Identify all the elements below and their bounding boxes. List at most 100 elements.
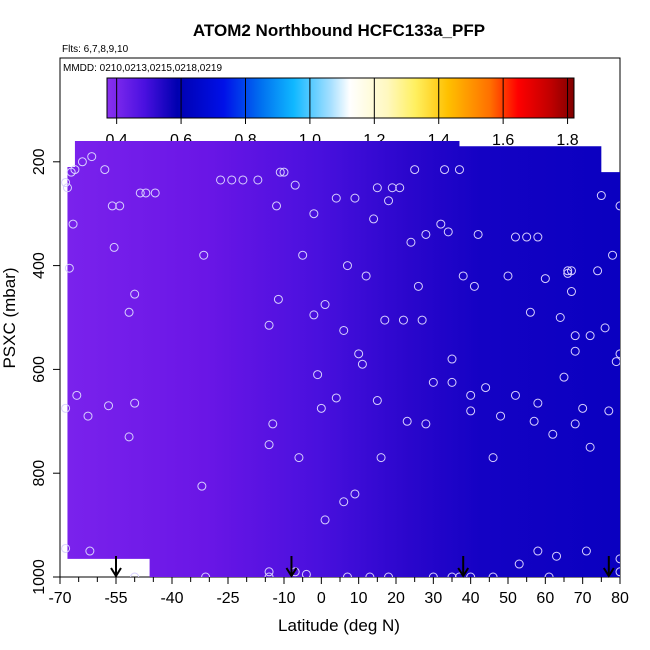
sample-point [503,271,513,281]
sample-point [87,152,97,162]
sample-point [313,370,323,380]
sample-point [611,357,620,367]
x-tick-label: -10 [272,590,295,607]
sample-point [447,354,457,364]
sample-point [533,232,543,242]
colorbar-tick-label: 1.6 [492,132,514,149]
sample-point [525,307,535,317]
sample-point [428,572,438,577]
x-tick-label: 70 [574,590,592,607]
y-axis-label: PSXC (mbar) [0,267,19,368]
sample-point [253,175,263,185]
colorbar-tick-label: 1.8 [556,132,578,149]
sample-point [290,180,300,190]
sample-point [398,315,408,325]
sample-point [61,178,71,188]
sample-point [596,191,606,201]
dates-note: MMDD: 0210,0213,0215,0218,0219 [63,63,222,74]
flight-arrows [110,556,615,578]
sample-point [608,250,618,260]
x-tick-label: -40 [160,590,183,607]
y-tick-label: 1000 [31,559,48,595]
sample-point [339,325,349,335]
sample-point [593,266,603,276]
x-axis-label: Latitude (deg N) [278,616,400,635]
sample-point [428,377,438,387]
sample-point [294,453,304,463]
sample-point [555,313,565,322]
sample-point [410,165,420,175]
sample-point [369,214,379,224]
x-tick-label: 50 [499,590,517,607]
x-tick-label: -25 [216,590,239,607]
sample-point [342,572,352,577]
x-axis: -70 -55 -40 -25 -10 0 10 20 30 40 50 60 70 80 [48,577,629,607]
sample-point [510,232,520,242]
sample-point [466,390,476,400]
sample-point [264,567,274,577]
y-axis: 200 400 600 800 1000 [31,148,60,595]
sample-point [316,403,326,413]
sample-point [62,183,72,193]
sample-point [566,266,576,276]
y-tick-label: 600 [31,356,48,383]
colorbar-fill [106,77,575,119]
sample-point [104,401,114,411]
sample-point [563,266,573,276]
chart-title: ATOM2 Northbound HCFC133a_PFP [193,21,485,40]
sample-point [64,263,74,273]
sample-points [61,152,620,577]
sample-point [365,572,375,577]
arrow-marker [457,556,470,578]
x-tick-label: 20 [387,590,405,607]
sample-point [279,167,289,177]
heatmap-area [67,141,620,577]
sample-point [529,416,539,426]
sample-point [268,419,278,429]
sample-point [342,261,352,271]
sample-point [417,315,427,325]
sample-point [272,201,282,211]
sample-point [570,331,580,341]
sample-point [85,546,95,556]
sample-point [447,572,457,577]
sample-point [264,440,274,450]
x-tick-label: -55 [104,590,127,607]
sample-point [227,175,237,185]
sample-point [124,432,134,442]
sample-point [320,515,330,525]
x-tick-label: 0 [317,590,326,607]
sample-point [443,227,453,237]
sample-point [130,572,140,577]
sample-point [421,419,431,429]
sample-point [320,300,330,310]
sample-point [454,165,464,175]
sample-point [440,165,450,175]
sample-point [406,237,416,247]
x-tick-label: 10 [350,590,368,607]
sample-point [264,320,274,330]
sample-point [199,250,209,260]
sample-point [380,315,390,325]
y-tick-label: 400 [31,252,48,279]
sample-point [421,229,431,239]
sample-point [566,287,576,297]
sample-point [72,390,82,400]
sample-point [540,274,550,284]
sample-point [301,569,311,577]
sample-point [130,398,140,408]
sample-point [447,377,457,387]
sample-point [514,559,524,569]
sample-point [413,281,423,291]
sample-point [570,419,580,429]
sample-point [115,201,125,211]
sample-point [559,372,569,382]
sample-point [522,232,532,242]
sample-point [615,554,620,564]
sample-point [615,201,620,211]
sample-point [141,188,151,198]
arrow-marker [285,556,298,578]
arrow-marker [110,556,122,578]
sample-point [273,294,283,304]
sample-point [361,271,371,281]
